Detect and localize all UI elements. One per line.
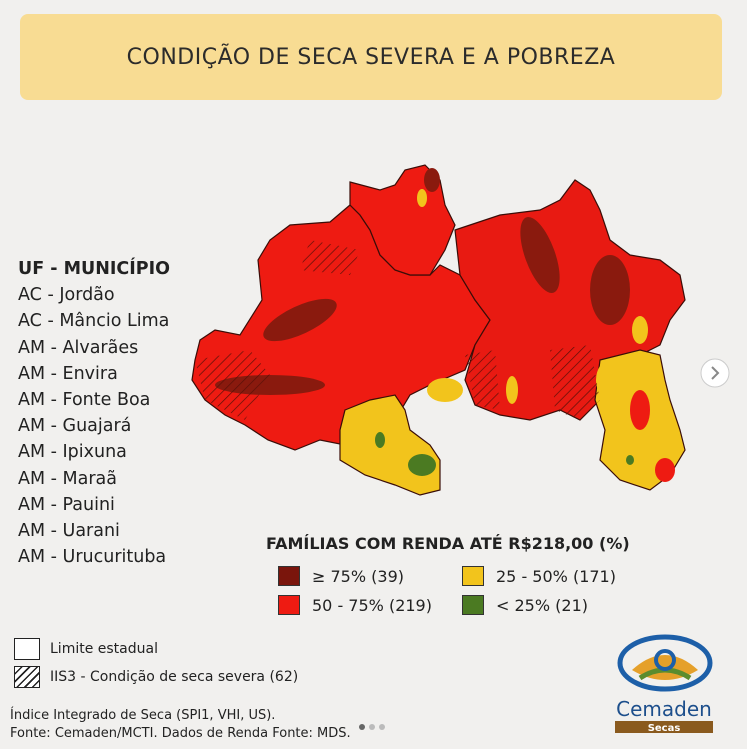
municipality: AC - Mâncio Lima	[18, 311, 170, 332]
municipality: AM - Ipixuna	[18, 442, 127, 463]
patch	[506, 376, 518, 404]
legend-item: 25 - 50% (171)	[462, 566, 616, 586]
municipality: AM - Fonte Boa	[18, 390, 151, 411]
legend-label: < 25% (21)	[496, 595, 588, 615]
municipality: AM - Maraã	[18, 468, 117, 489]
logo-c	[654, 649, 676, 671]
logo-mark: Cemaden Secas	[615, 634, 713, 734]
legend-swatch	[462, 566, 484, 586]
hatch-area	[195, 350, 270, 420]
dot	[369, 724, 375, 730]
legend-swatch	[462, 595, 484, 615]
carousel-arrow[interactable]	[700, 358, 730, 388]
boundary-label: IIS3 - Condição de seca severa (62)	[50, 669, 299, 685]
municipality: AM - Pauini	[18, 494, 115, 515]
municipality: AM - Uarani	[18, 521, 120, 542]
legend-label: 50 - 75% (219)	[312, 595, 432, 615]
title: CONDIÇÃO DE SECA SEVERA E A POBREZA	[20, 14, 722, 100]
outline-swatch	[14, 638, 40, 660]
green-patches	[375, 432, 634, 476]
legend-item: < 25% (21)	[462, 595, 588, 615]
arrow-button[interactable]	[700, 358, 730, 388]
source-line: Índice Integrado de Seca (SPI1, VHI, US)…	[10, 708, 276, 723]
patch	[375, 432, 385, 448]
legend-title: FAMÍLIAS COM RENDA ATÉ R$218,00 (%)	[266, 534, 630, 553]
hatch-swatch	[14, 666, 40, 688]
drought-hatch	[195, 240, 600, 420]
municipality: AM - Alvarães	[18, 337, 139, 358]
red-in-yellow	[630, 390, 675, 482]
dot	[359, 724, 365, 730]
state	[339, 394, 441, 496]
patch	[632, 316, 648, 344]
legend-swatch	[278, 566, 300, 586]
hatch-area	[550, 345, 600, 420]
boundary-item: Limite estadual	[14, 638, 158, 660]
source: Índice Integrado de Seca (SPI1, VHI, US)…	[10, 707, 351, 743]
patch	[408, 454, 436, 476]
legend-label: 25 - 50% (171)	[496, 566, 616, 586]
boundary-item: IIS3 - Condição de seca severa (62)	[14, 666, 298, 688]
arrow-icon	[711, 366, 720, 380]
source-line: Fonte: Cemaden/MCTI. Dados de Renda Font…	[10, 726, 351, 741]
boundary-label: Limite estadual	[50, 641, 158, 657]
patch	[590, 255, 630, 325]
hatch-area	[465, 350, 500, 410]
legend-swatch	[278, 595, 300, 615]
state	[454, 179, 686, 421]
municipality: AM - Envira	[18, 363, 118, 384]
municipality: AM - Guajará	[18, 416, 132, 437]
logo-tag: Secas	[648, 723, 681, 734]
logo-name: Cemaden	[616, 697, 712, 721]
municipality: AC - Jordão	[18, 285, 115, 306]
patch	[630, 390, 650, 430]
logo-bar	[615, 721, 713, 733]
patch	[626, 455, 634, 465]
patch	[655, 458, 675, 482]
legend-item: ≥ 75% (39)	[278, 566, 404, 586]
state	[349, 164, 456, 276]
dot	[379, 724, 385, 730]
list-heading: UF - MUNICÍPIO	[18, 259, 170, 279]
patch	[520, 217, 560, 293]
municipality-list: UF - MUNICÍPIO AC - Jordão AC - Mâncio Li…	[18, 256, 170, 570]
patch	[427, 378, 463, 402]
hatch-area	[300, 240, 360, 275]
patch	[424, 168, 440, 192]
legend-label: ≥ 75% (39)	[312, 566, 404, 586]
patch	[417, 189, 427, 207]
municipality: AM - Urucurituba	[18, 547, 167, 568]
patch	[596, 360, 624, 400]
logo-ring	[617, 634, 713, 692]
yellow-patches	[417, 189, 648, 404]
carousel-dots	[359, 724, 385, 730]
legend-item: 50 - 75% (219)	[278, 595, 432, 615]
patch	[263, 298, 337, 342]
